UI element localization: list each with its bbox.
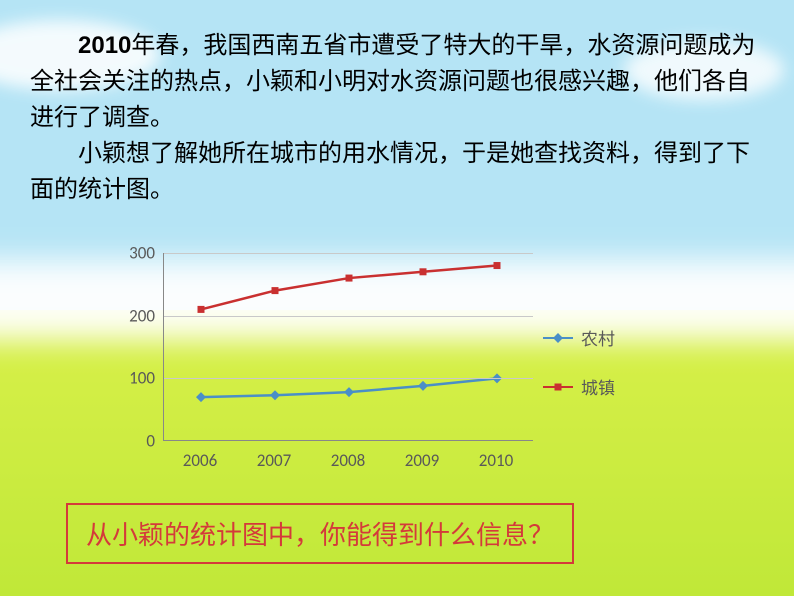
legend-marker-icon <box>553 333 563 343</box>
y-tick-label: 100 <box>129 368 155 389</box>
legend-label: 城镇 <box>581 374 615 399</box>
marker <box>270 390 280 400</box>
question-box: 从小颖的统计图中，你能得到什么信息？ <box>66 503 574 564</box>
x-tick-label: 2009 <box>405 450 439 471</box>
x-tick-label: 2006 <box>183 450 217 471</box>
question-text: 从小颖的统计图中，你能得到什么信息？ <box>86 521 554 550</box>
paragraph: 2010年春，我国西南五省市遭受了特大的干旱，水资源问题成为全社会关注的热点，小… <box>30 28 764 208</box>
grid-line <box>164 253 533 254</box>
x-tick-label: 2007 <box>257 450 291 471</box>
legend-label: 农村 <box>581 325 615 350</box>
y-tick-label: 300 <box>129 243 155 264</box>
marker <box>272 287 279 294</box>
grid-line <box>164 316 533 317</box>
marker <box>196 392 206 402</box>
legend-line-icon <box>543 337 573 339</box>
legend: 农村城镇 <box>543 325 615 423</box>
series-line-城镇 <box>201 266 497 310</box>
legend-line-icon <box>543 386 573 388</box>
marker <box>418 381 428 391</box>
legend-marker-icon <box>555 383 562 390</box>
marker <box>344 387 354 397</box>
chart-svg <box>164 253 534 441</box>
legend-item: 城镇 <box>543 374 615 399</box>
x-tick-label: 2010 <box>479 450 513 471</box>
para2-text: 小颖想了解她所在城市的用水情况，于是她查找资料，得到了下面的统计图。 <box>30 136 764 208</box>
plot-area <box>163 253 533 441</box>
marker <box>420 268 427 275</box>
line-chart: 0 100 200 300 2006 2007 2008 2009 2010 农村城镇 <box>105 245 680 495</box>
marker <box>494 262 501 269</box>
x-tick-label: 2008 <box>331 450 365 471</box>
marker <box>198 306 205 313</box>
y-axis: 0100200300 <box>105 245 155 445</box>
grid-line <box>164 378 533 379</box>
year-bold: 2010 <box>78 32 131 59</box>
marker <box>346 275 353 282</box>
y-tick-label: 0 <box>146 431 155 452</box>
y-tick-label: 200 <box>129 305 155 326</box>
legend-item: 农村 <box>543 325 615 350</box>
para1-text: 年春，我国西南五省市遭受了特大的干旱，水资源问题成为全社会关注的热点，小颖和小明… <box>30 32 755 131</box>
